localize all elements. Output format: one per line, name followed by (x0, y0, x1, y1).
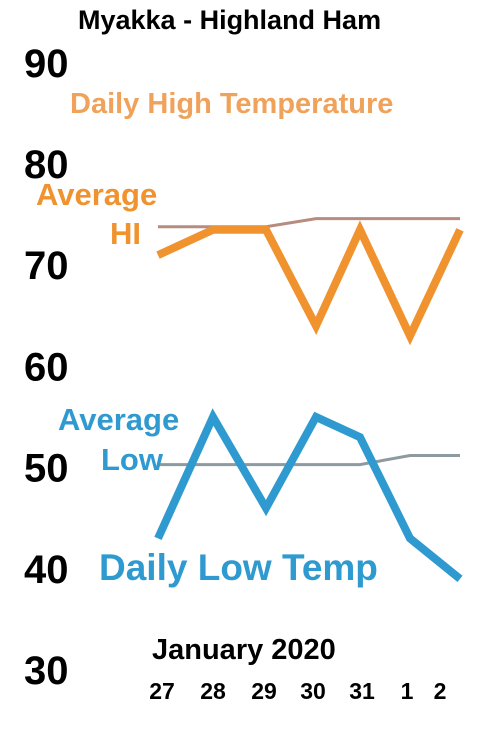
series-label-daily-low: Daily Low Temp (99, 547, 378, 588)
x-tick-label: 30 (300, 678, 326, 704)
chart-title: Myakka - Highland Ham (78, 5, 381, 35)
y-tick-label: 30 (24, 649, 69, 693)
series-line-average-hi (158, 217, 460, 229)
y-axis-ticks: 90 80 70 60 50 40 30 (24, 42, 69, 693)
series-line-daily-low-temp (154, 408, 463, 583)
y-tick-label: 50 (24, 447, 69, 491)
y-tick-label: 80 (24, 143, 69, 187)
y-tick-label: 40 (24, 548, 69, 592)
series-line-average-low (158, 454, 460, 467)
y-tick-label: 60 (24, 345, 69, 389)
x-axis-ticks: 27 28 29 30 31 1 2 (149, 678, 446, 704)
x-tick-label: 31 (349, 678, 375, 704)
x-axis-title: January 2020 (152, 634, 336, 666)
x-tick-label: 29 (251, 678, 277, 704)
x-tick-label: 27 (149, 678, 175, 704)
series-label-average-low-line1: Average (58, 402, 179, 437)
series-lines (154, 217, 464, 583)
series-label-average-hi-line2: HI (110, 216, 141, 251)
series-label-average-low-line2: Low (101, 442, 164, 477)
x-tick-label: 28 (200, 678, 226, 704)
series-label-average-hi-line1: Average (36, 177, 157, 212)
series-line-daily-high-temperature (156, 220, 464, 346)
series-label-daily-high: Daily High Temperature (70, 88, 393, 120)
x-tick-label: 2 (434, 678, 447, 704)
y-tick-label: 70 (24, 244, 69, 288)
y-tick-label: 90 (24, 42, 69, 86)
x-tick-label: 1 (401, 678, 414, 704)
